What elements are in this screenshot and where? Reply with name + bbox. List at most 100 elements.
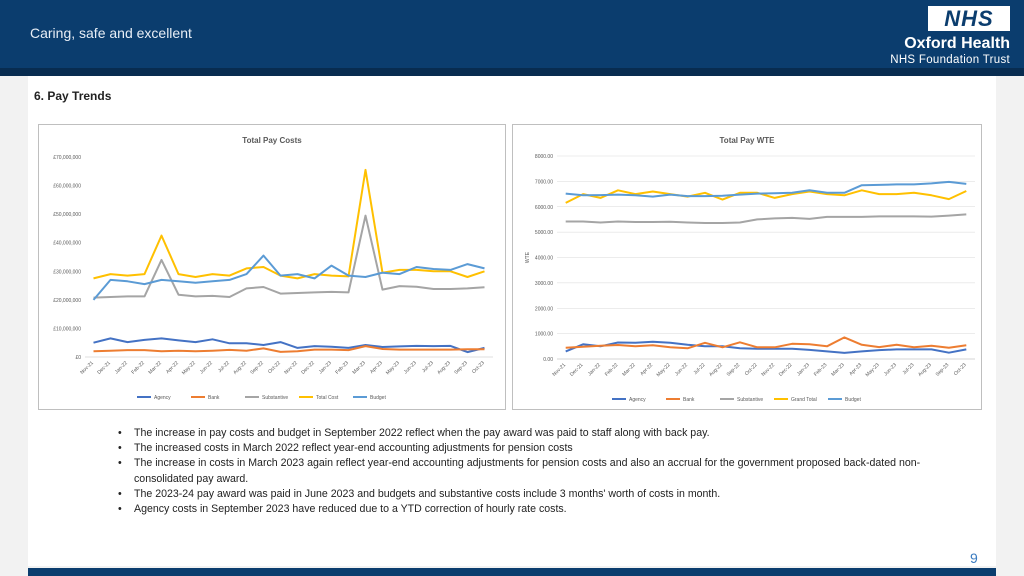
x-tick-label: Apr-22 [639, 362, 654, 377]
y-tick-label: £40,000,000 [53, 241, 81, 247]
header-bar [0, 0, 1024, 68]
y-tick-label: 2000.00 [535, 306, 553, 312]
org-name: Oxford Health [904, 35, 1010, 52]
y-tick-label: £70,000,000 [53, 155, 81, 161]
series-line-bank [565, 336, 967, 350]
footer-bar [28, 568, 996, 576]
x-tick-label: Feb-22 [604, 362, 620, 378]
x-tick-label: Feb-23 [334, 360, 350, 376]
chart-title: Total Pay WTE [720, 136, 776, 145]
x-tick-label: Oct-22 [744, 362, 759, 377]
y-tick-label: 3000.00 [535, 281, 553, 287]
y-tick-label: £60,000,000 [53, 184, 81, 190]
series-line-budget [565, 180, 967, 198]
x-tick-label: May-22 [656, 362, 672, 378]
nhs-logo: NHS [928, 6, 1010, 31]
x-tick-label: Jun-23 [403, 360, 418, 375]
y-tick-label: £30,000,000 [53, 269, 81, 275]
note-item: The increase in costs in March 2023 agai… [118, 456, 938, 486]
x-tick-label: Sep-23 [935, 362, 951, 378]
x-tick-label: Aug-22 [232, 360, 248, 376]
chart-title: Total Pay Costs [242, 136, 302, 145]
note-item: The increase in pay costs and budget in … [118, 426, 938, 441]
x-tick-label: Dec-21 [569, 362, 585, 378]
x-tick-label: Apr-23 [369, 360, 384, 375]
legend-label: Bank [208, 395, 220, 401]
x-tick-label: Nov-21 [551, 362, 567, 378]
x-tick-label: Aug-23 [917, 362, 933, 378]
tagline: Caring, safe and excellent [30, 25, 192, 41]
y-tick-label: 0.00 [543, 357, 553, 363]
x-tick-label: Nov-21 [79, 360, 95, 376]
x-tick-label: Sep-22 [726, 362, 742, 378]
section-title: 6. Pay Trends [34, 89, 112, 103]
x-tick-label: Feb-22 [130, 360, 146, 376]
x-tick-label: Nov-22 [283, 360, 299, 376]
x-tick-label: Aug-23 [436, 360, 452, 376]
series-line-agency [93, 337, 485, 354]
y-tick-label: 5000.00 [535, 230, 553, 236]
x-tick-label: May-23 [385, 360, 401, 376]
notes-list: The increase in pay costs and budget in … [118, 426, 938, 517]
y-tick-label: 8000.00 [535, 154, 553, 160]
x-tick-label: Feb-23 [813, 362, 829, 378]
x-tick-label: Jan-23 [796, 362, 811, 377]
x-tick-label: Jul-22 [217, 360, 231, 374]
series-line-grand-total [565, 189, 967, 204]
x-tick-label: Jul-22 [693, 362, 707, 376]
x-tick-label: Apr-23 [848, 362, 863, 377]
series-line-bank [93, 345, 485, 353]
x-tick-label: Dec-22 [300, 360, 316, 376]
legend-label: Substantive [262, 395, 288, 401]
legend-label: Total Cost [316, 395, 339, 401]
x-tick-label: Sep-23 [453, 360, 469, 376]
pay-costs-chart: Total Pay Costs £0 £10,000,000 £20,000,000 £… [38, 124, 506, 410]
legend-label: Budget [845, 397, 861, 403]
x-tick-label: Apr-22 [165, 360, 180, 375]
note-item: The increased costs in March 2022 reflec… [118, 441, 938, 456]
pay-wte-chart-svg: Total Pay WTE 0.00 1000.00 2000.00 3000.00 40… [525, 136, 975, 403]
x-tick-label: Oct-23 [953, 362, 968, 377]
x-tick-label: Oct-23 [471, 360, 486, 375]
series-line-budget [92, 254, 485, 301]
series-line-total-cost [93, 168, 485, 280]
x-tick-label: Sep-22 [249, 360, 265, 376]
x-tick-label: Jun-22 [674, 362, 689, 377]
page-number: 9 [970, 550, 978, 566]
y-tick-label: £10,000,000 [53, 326, 81, 332]
pay-wte-chart: Total Pay WTE 0.00 1000.00 2000.00 3000.00 40… [512, 124, 982, 410]
series-line-substantive [565, 213, 967, 224]
legend-label: Agency [629, 397, 646, 403]
x-tick-label: Jan-22 [114, 360, 129, 375]
x-tick-label: Mar-23 [351, 360, 367, 376]
legend-label: Agency [154, 395, 171, 401]
y-axis-label: WTE [525, 251, 531, 263]
header-stripe [0, 68, 1024, 76]
y-tick-label: 1000.00 [535, 332, 553, 338]
legend-label: Budget [370, 395, 386, 401]
x-tick-label: Nov-22 [760, 362, 776, 378]
x-tick-label: Aug-22 [708, 362, 724, 378]
x-tick-label: Jan-23 [318, 360, 333, 375]
legend-label: Bank [683, 397, 695, 403]
x-tick-label: Dec-21 [96, 360, 112, 376]
x-tick-label: Mar-23 [830, 362, 846, 378]
x-tick-label: Jul-23 [421, 360, 435, 374]
y-tick-label: 4000.00 [535, 256, 553, 262]
x-tick-label: Dec-22 [778, 362, 794, 378]
y-tick-label: 7000.00 [535, 179, 553, 185]
y-tick-label: 6000.00 [535, 205, 553, 211]
x-tick-label: May-23 [865, 362, 881, 378]
y-tick-label: £50,000,000 [53, 212, 81, 218]
note-item: The 2023-24 pay award was paid in June 2… [118, 487, 938, 502]
x-tick-label: Mar-22 [621, 362, 637, 378]
org-subtitle: NHS Foundation Trust [890, 54, 1010, 66]
legend-label: Substantive [737, 397, 763, 403]
x-tick-label: Jan-22 [587, 362, 602, 377]
x-tick-label: Mar-22 [147, 360, 163, 376]
x-tick-label: Oct-22 [267, 360, 282, 375]
legend-label: Grand Total [791, 397, 817, 403]
note-item: Agency costs in September 2023 have redu… [118, 502, 938, 517]
y-tick-label: £0 [75, 355, 81, 361]
series-line-substantive [93, 214, 485, 299]
